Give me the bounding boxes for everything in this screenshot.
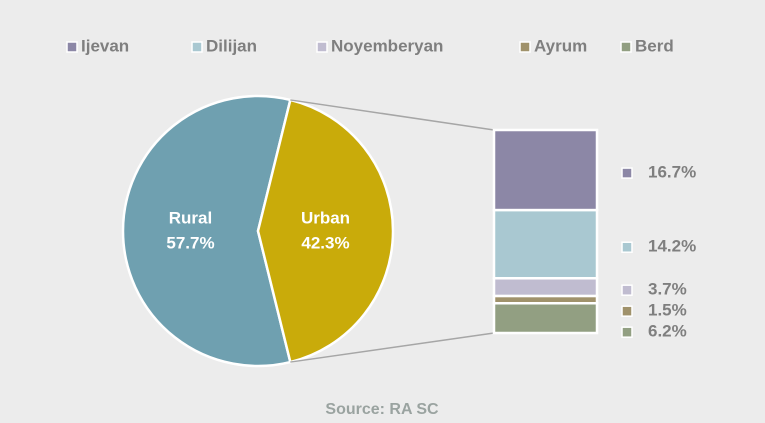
- pie-slice: [256, 98, 395, 364]
- bar-value-label: 16.7%: [648, 163, 696, 182]
- bar-value-label: 1.5%: [648, 301, 687, 320]
- label-swatch: [621, 284, 633, 296]
- bar-value-label: 14.2%: [648, 237, 696, 256]
- connector: [290, 99, 495, 131]
- label-swatch: [621, 167, 633, 179]
- bar-segment: [492, 208, 599, 280]
- legend-label: Noyemberyan: [331, 36, 443, 55]
- bar-segment: [492, 301, 599, 335]
- legend-label: Dilijan: [206, 36, 257, 55]
- label-swatch: [621, 305, 633, 317]
- connector: [290, 332, 495, 363]
- bar-segment: [492, 277, 599, 298]
- legend-swatch: [316, 41, 328, 53]
- pie-slice: [121, 94, 292, 368]
- pie-value-label: 42.3%: [301, 233, 349, 252]
- legend-swatch: [620, 41, 632, 53]
- label-swatch: [621, 241, 633, 253]
- pie-label: Urban: [301, 208, 350, 227]
- pie-value-label: 57.7%: [166, 233, 214, 252]
- legend-swatch: [519, 41, 531, 53]
- legend-label: Ayrum: [534, 36, 587, 55]
- pie-label: Rural: [169, 208, 212, 227]
- legend-label: Berd: [635, 36, 674, 55]
- source: Source: RA SC: [325, 401, 439, 418]
- legend-swatch: [66, 41, 78, 53]
- label-swatch: [621, 326, 633, 338]
- legend-label: Ijevan: [81, 36, 129, 55]
- legend-swatch: [191, 41, 203, 53]
- bar-value-label: 6.2%: [648, 322, 687, 341]
- bar-value-label: 3.7%: [648, 280, 687, 299]
- bar-segment: [492, 128, 599, 212]
